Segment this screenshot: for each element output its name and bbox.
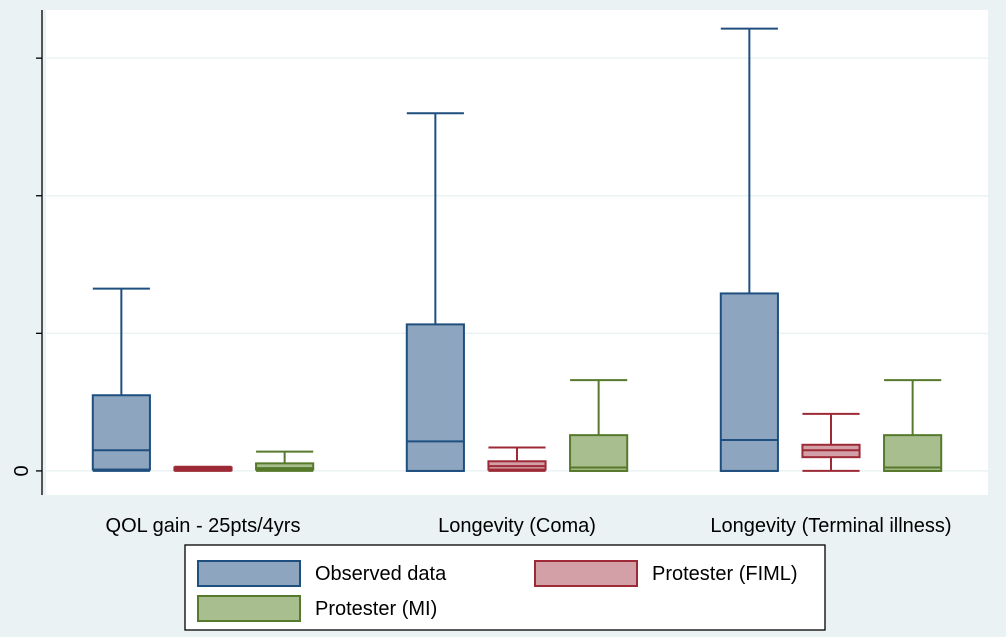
- legend-swatch: [534, 560, 638, 587]
- x-axis-labels: QOL gain - 25pts/4yrs Longevity (Coma) Lon…: [106, 515, 952, 537]
- box-protester-fiml-longevity-terminal-illness: [801, 412, 861, 472]
- legend-item-observed-data: Observed data: [197, 560, 447, 587]
- x-tick-label: QOL gain - 25pts/4yrs: [106, 515, 301, 537]
- box-protester-mi-longevity-terminal-illness: [883, 379, 943, 472]
- legend-item-protester-fiml: Protester (FIML): [534, 560, 798, 587]
- legend-swatch: [197, 560, 301, 587]
- box-observed-data-qol-gain-25pts-4yrs: [91, 287, 151, 472]
- box-observed-data-longevity-coma: [405, 112, 465, 472]
- x-tick-label: Longevity (Coma): [438, 515, 596, 537]
- legend: Observed data Protester (FIML) Protester (…: [184, 544, 826, 631]
- boxes: [91, 27, 943, 472]
- x-tick-label: Longevity (Terminal illness): [710, 515, 951, 537]
- iqr-box: [883, 434, 943, 472]
- box-protester-mi-qol-gain-25pts-4yrs: [255, 450, 315, 472]
- legend-item-protester-mi: Protester (MI): [197, 595, 437, 622]
- iqr-box: [719, 292, 779, 472]
- box-protester-fiml-qol-gain-25pts-4yrs: [173, 465, 233, 472]
- legend-swatch: [197, 595, 301, 622]
- legend-label: Protester (FIML): [652, 563, 798, 585]
- legend-label: Protester (MI): [315, 598, 437, 620]
- box-protester-fiml-longevity-coma: [487, 446, 547, 472]
- iqr-box: [405, 323, 465, 472]
- y-tick-label: 0: [11, 465, 33, 476]
- legend-label: Observed data: [315, 563, 447, 585]
- iqr-box: [91, 394, 151, 471]
- box-protester-mi-longevity-coma: [569, 379, 629, 472]
- y-axis: 0: [11, 10, 43, 495]
- iqr-box: [255, 462, 315, 471]
- plot-area: [46, 10, 988, 495]
- box-observed-data-longevity-terminal-illness: [719, 27, 779, 472]
- iqr-box: [569, 434, 629, 472]
